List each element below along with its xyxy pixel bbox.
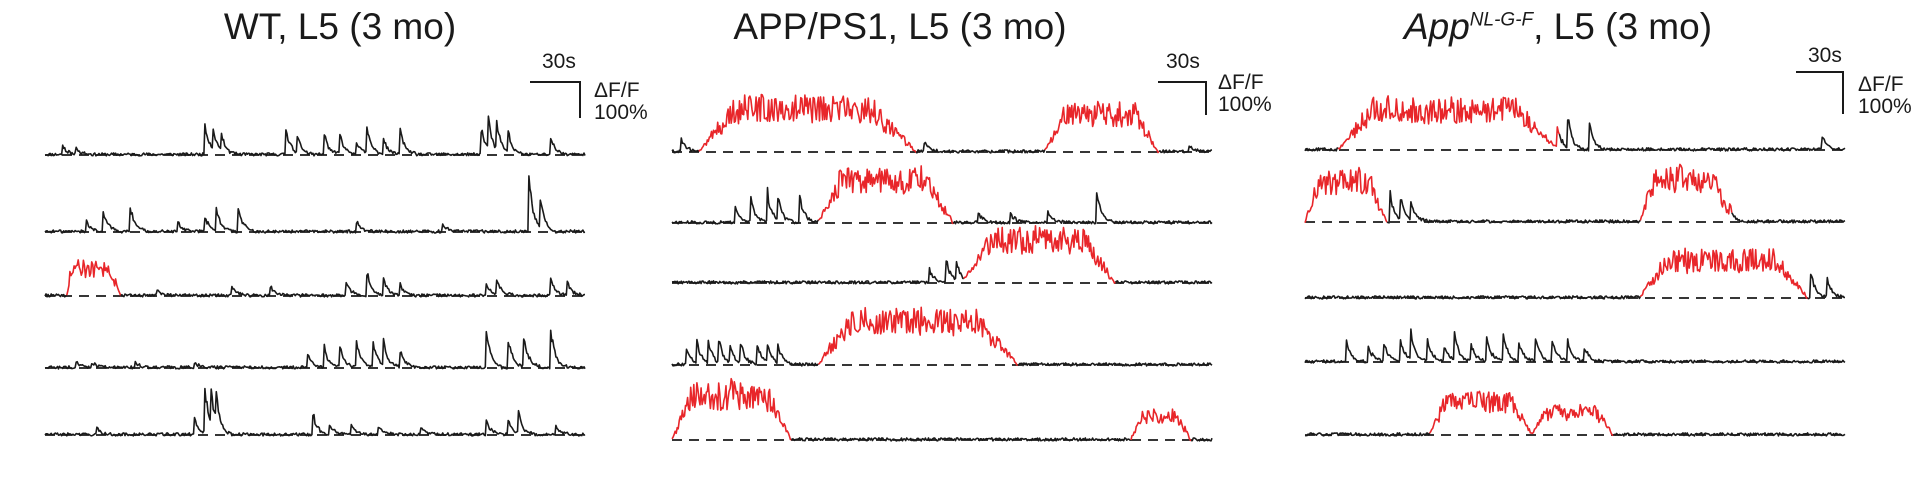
- trace-event-segment: [671, 377, 792, 441]
- trace-event-segment: [1337, 95, 1561, 150]
- panel-title-app-ps1: APP/PS1, L5 (3 mo): [733, 6, 1067, 47]
- trace-segment: [1114, 280, 1213, 285]
- trace-segment: [915, 141, 1046, 154]
- trace-event-segment: [1639, 163, 1733, 221]
- trace-segment: [1386, 189, 1641, 224]
- trace-segment: [44, 175, 586, 234]
- trace-event-segment: [698, 93, 917, 154]
- scalebar-amp-label: ΔF/F 100%: [1218, 71, 1272, 116]
- trace-event-segment: [1639, 247, 1808, 299]
- trace-segment: [1158, 145, 1213, 154]
- scale-bar: [530, 81, 581, 118]
- trace-segment: [671, 338, 819, 367]
- trace-segment: [1191, 437, 1213, 442]
- scalebar-time-label: 30s: [542, 50, 576, 73]
- trace-event-segment: [817, 306, 1019, 367]
- traces-app-nlgf: [1304, 71, 1846, 437]
- trace-segment: [44, 293, 68, 298]
- scalebar-time-label: 30s: [1166, 50, 1200, 73]
- trace-segment: [1304, 295, 1642, 300]
- trace-event-segment: [1428, 390, 1614, 437]
- trace-segment: [1612, 432, 1846, 437]
- trace-segment: [1304, 328, 1846, 364]
- trace-event-segment: [1304, 166, 1388, 224]
- scalebar-amp-label: ΔF/F 100%: [1858, 73, 1912, 118]
- trace-segment: [952, 192, 1213, 225]
- trace-segment: [44, 329, 586, 370]
- panel-title-wt: WT, L5 (3 mo): [223, 6, 457, 47]
- trace-event-segment: [1044, 100, 1160, 154]
- trace-segment: [44, 115, 586, 157]
- trace-segment: [1304, 147, 1339, 152]
- trace-segment: [790, 437, 1132, 442]
- panel-title-app-nlgf: AppNL-G-F, L5 (3 mo): [1403, 6, 1713, 47]
- traces-app-ps1: [671, 81, 1213, 442]
- trace-segment: [1807, 273, 1845, 300]
- trace-event-segment: [66, 259, 122, 297]
- scalebar-amp-label: ΔF/F 100%: [594, 79, 648, 124]
- scale-bar: [1158, 81, 1207, 115]
- trace-segment: [120, 273, 585, 298]
- trace-segment: [1558, 119, 1846, 152]
- scale-bar: [1796, 71, 1844, 114]
- trace-segment: [1731, 212, 1846, 224]
- panel-app-nlgf: AppNL-G-F, L5 (3 mo) 30s ΔF/F 100%: [1280, 0, 1920, 480]
- trace-event-segment: [818, 165, 954, 225]
- trace-event-segment: [963, 225, 1116, 284]
- traces-wt: [44, 81, 586, 437]
- panel-wt: WT, L5 (3 mo) 30s ΔF/F 100%: [0, 0, 648, 480]
- trace-segment: [1304, 432, 1431, 437]
- panel-app-ps1: APP/PS1, L5 (3 mo) 30s ΔF/F 100%: [640, 0, 1280, 480]
- trace-segment: [44, 387, 586, 437]
- trace-segment: [1017, 362, 1213, 367]
- scalebar-time-label: 30s: [1808, 44, 1842, 67]
- trace-event-segment: [1130, 408, 1192, 442]
- trace-segment: [671, 137, 700, 154]
- trace-segment: [671, 260, 964, 285]
- trace-segment: [671, 186, 820, 225]
